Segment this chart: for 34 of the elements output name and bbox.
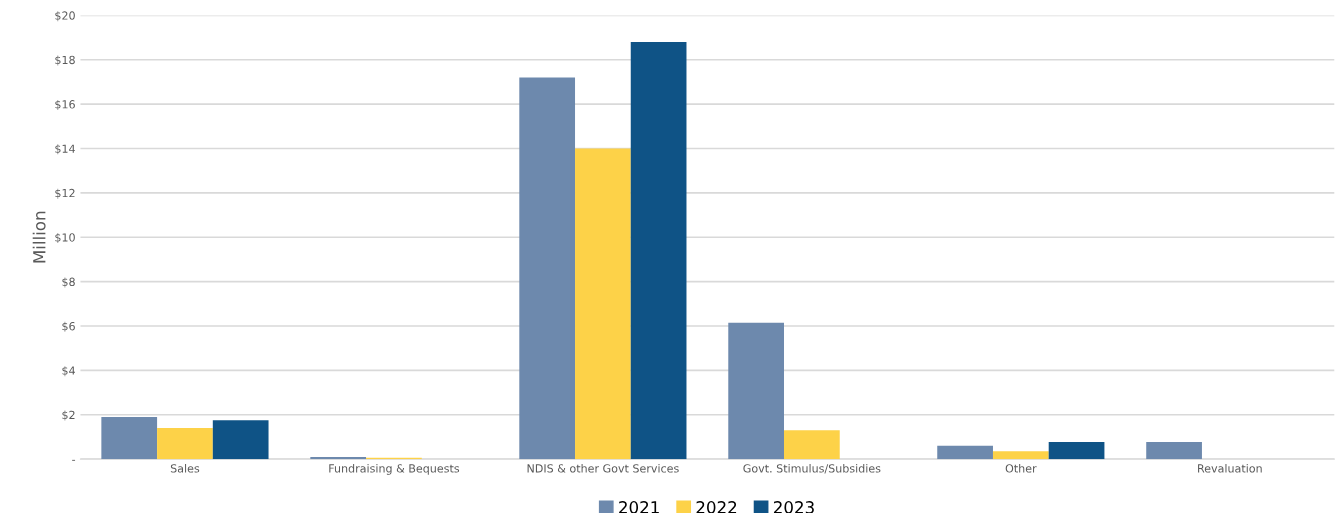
y-tick-label: $12 — [55, 188, 75, 199]
x-tick-label: Other — [1005, 464, 1037, 473]
y-tick-label: $10 — [55, 233, 75, 244]
bar — [101, 416, 158, 460]
bar — [1048, 442, 1105, 460]
bar — [1146, 442, 1202, 460]
bar — [157, 428, 213, 460]
bar — [519, 77, 576, 460]
bar — [310, 456, 367, 460]
x-tick-label: Fundraising & Bequests — [329, 464, 460, 475]
bar — [630, 42, 687, 460]
y-axis-title: Million — [32, 211, 46, 263]
bar — [784, 430, 840, 460]
x-tick-label: NDIS & other Govt Services — [527, 464, 679, 473]
legend-label: 2023 — [773, 501, 814, 513]
bar — [937, 445, 993, 460]
y-tick-label: $20 — [55, 11, 75, 22]
y-tick-label: $2 — [62, 410, 75, 421]
bar — [728, 322, 784, 460]
x-tick-label: Govt. Stimulus/Subsidies — [743, 464, 881, 474]
y-tick-label: $6 — [62, 321, 75, 332]
y-tick-label: $18 — [55, 55, 75, 66]
bar — [212, 420, 269, 460]
bar — [575, 148, 631, 460]
x-tick-label: Sales — [170, 464, 200, 473]
x-tick-label: Revaluation — [1198, 464, 1262, 473]
y-tick-label: - — [72, 459, 76, 461]
y-tick-label: $14 — [55, 144, 75, 155]
legend-label: 2021 — [619, 501, 659, 513]
y-tick-label: $4 — [62, 366, 75, 377]
bar — [992, 451, 1049, 460]
y-tick-label: $8 — [62, 277, 75, 288]
legend-label: 2022 — [696, 501, 737, 513]
y-tick-label: $16 — [55, 99, 75, 110]
